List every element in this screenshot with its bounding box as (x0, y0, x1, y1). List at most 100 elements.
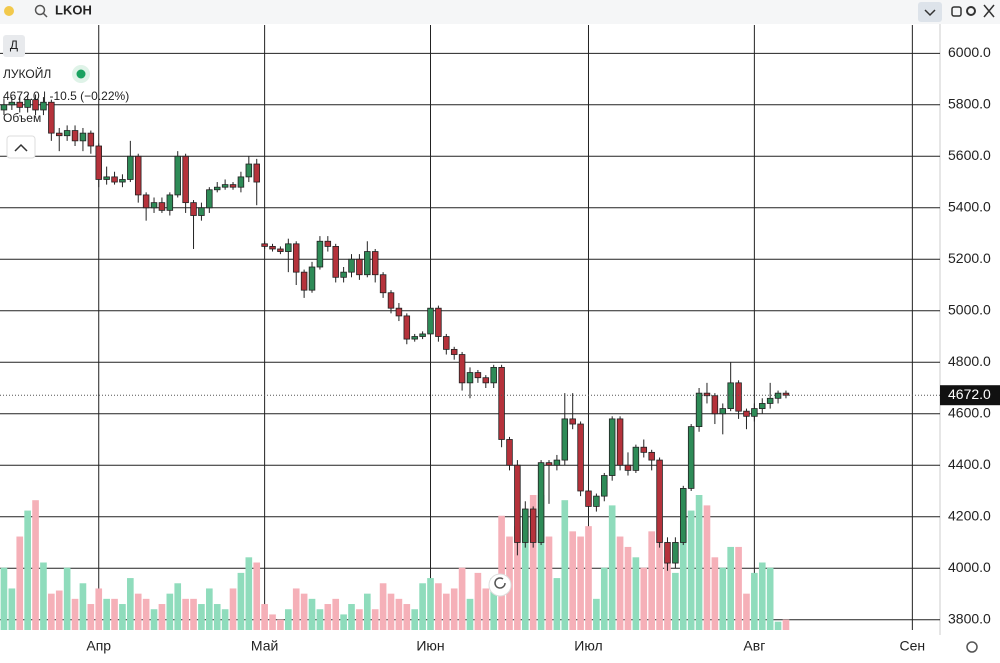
volume-bar (40, 562, 47, 630)
candle-body (695, 392, 703, 428)
volume-bar (585, 526, 592, 630)
candle-body (466, 372, 474, 384)
candle-body (703, 392, 711, 397)
candle-body (561, 418, 569, 461)
volume-bar (482, 588, 490, 630)
collapse-icon (14, 143, 28, 152)
volume-bar (300, 593, 308, 630)
volume-bar (561, 500, 569, 630)
volume-bar (632, 557, 640, 630)
status-badge-dot (76, 69, 86, 79)
candle-body (506, 439, 513, 466)
volume-bar (695, 495, 703, 630)
volume-bar (537, 495, 545, 630)
volume-bar (529, 495, 537, 630)
volume-bar (32, 500, 39, 630)
volume-bar (782, 619, 790, 630)
volume-bar (545, 536, 553, 630)
candle-body (664, 542, 671, 564)
volume-bar (514, 526, 521, 630)
instrument-name: ЛУКОЙЛ (3, 66, 51, 81)
y-tick-label: 3800.0 (948, 610, 991, 626)
dropdown-button[interactable] (918, 2, 942, 22)
y-tick-label: 4000.0 (948, 559, 991, 575)
volume-bar (490, 578, 498, 630)
axis-settings-icon[interactable] (966, 641, 978, 653)
search-icon[interactable] (34, 4, 46, 16)
candle-body (593, 495, 600, 507)
settings-icon[interactable] (966, 6, 976, 16)
candle-body (751, 408, 758, 417)
candle-body (8, 101, 16, 106)
volume-bar (553, 578, 561, 630)
candle-body (411, 336, 418, 340)
volume-bar (679, 520, 687, 630)
volume-bar (719, 567, 727, 630)
volume-bar (640, 567, 648, 630)
close-icon[interactable] (983, 4, 995, 18)
last-price-box (940, 385, 1000, 406)
volume-bar (419, 583, 426, 630)
volume-bar (182, 598, 189, 630)
top-bar (0, 0, 1000, 24)
reset-button[interactable] (488, 573, 512, 597)
volume-bar (55, 590, 63, 630)
candle-body (727, 382, 734, 409)
volume-bar (371, 609, 379, 630)
volume-bar (348, 604, 355, 630)
volume-layer (0, 495, 790, 630)
volume-bar (269, 614, 276, 630)
grid (0, 25, 940, 630)
candle-body (632, 446, 640, 471)
candle-body (300, 271, 308, 291)
candle-body (40, 101, 47, 111)
candle-body (782, 392, 790, 396)
quote: 4672.0 | -10.5 (−0.22%) (3, 89, 129, 103)
volume-bar (356, 609, 363, 630)
candle-body (16, 101, 23, 108)
x-tick-label: Сен (900, 638, 926, 654)
candle-body (482, 377, 490, 384)
window-icon[interactable] (951, 6, 962, 17)
volume-bar (198, 604, 205, 630)
interval[interactable]: Д (10, 38, 18, 52)
volume-bar (158, 604, 166, 630)
volume-bar (435, 583, 442, 630)
candle-body (616, 418, 624, 466)
collapse-button[interactable] (6, 135, 36, 159)
candle-body (371, 251, 379, 276)
volume-bar (229, 588, 237, 630)
volume-bar (727, 546, 734, 630)
candle-body (261, 243, 268, 247)
volume-bar (442, 593, 450, 630)
candle-body (198, 207, 205, 216)
candle-body (759, 403, 766, 409)
x-tick-label: Апр (86, 638, 111, 654)
search-icon-handle (42, 12, 48, 18)
candle-body (687, 426, 695, 489)
candle-body (24, 99, 31, 108)
candle-body (774, 392, 782, 399)
candle-body (253, 163, 260, 183)
volume-bar (261, 604, 268, 630)
candle-body (174, 155, 181, 196)
candle-body (103, 176, 110, 180)
volume-bar (111, 598, 118, 630)
candle-body (142, 194, 150, 209)
y-tick-label: 4400.0 (948, 456, 991, 472)
volume-bar (664, 557, 671, 630)
candle-body (656, 459, 663, 543)
volume-bar (521, 515, 529, 630)
volume-bar (743, 593, 750, 630)
interval-button[interactable] (3, 35, 25, 57)
candle-body (490, 367, 497, 384)
x-tick-label: Июл (574, 638, 602, 654)
candle-body (450, 348, 458, 355)
candle-body (292, 243, 300, 273)
volume-bar (703, 505, 711, 630)
volume-bar (213, 604, 221, 630)
volume-bar (221, 609, 229, 630)
symbol[interactable]: LKOH (55, 2, 92, 17)
candle-body (648, 451, 655, 461)
